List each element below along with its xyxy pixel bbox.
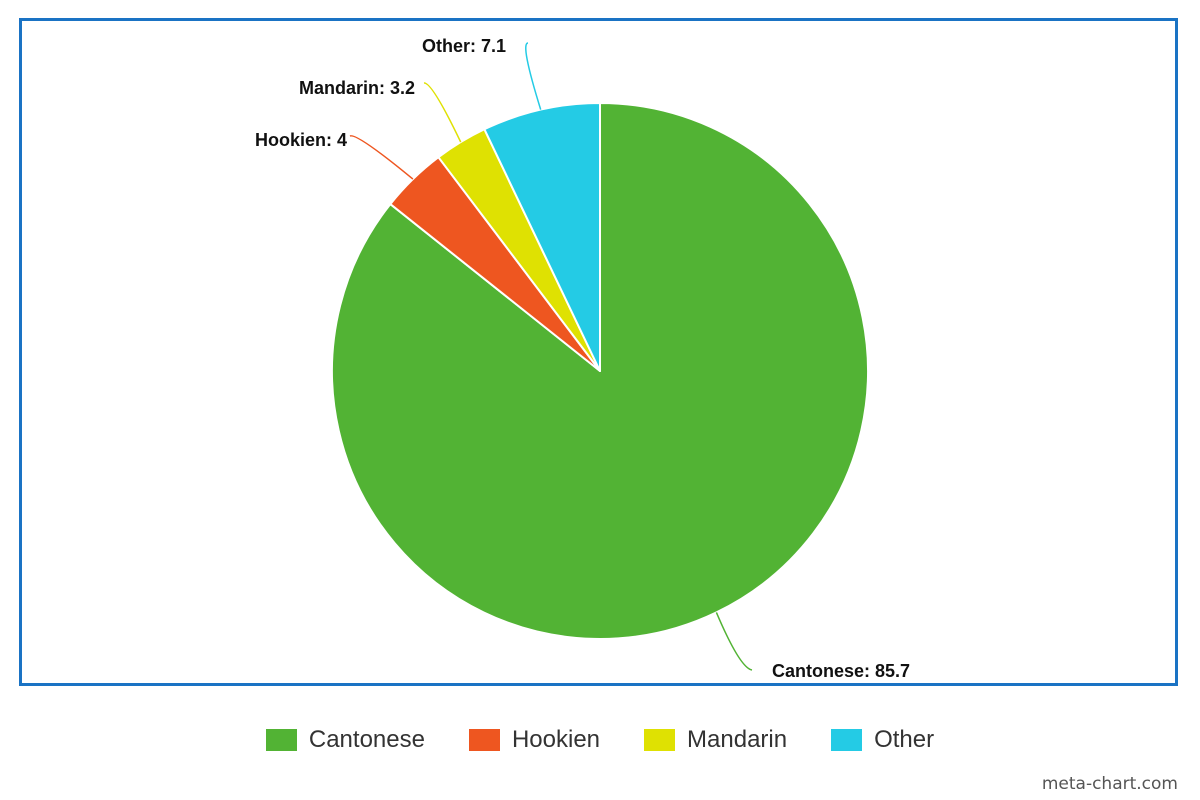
data-label-cantonese: Cantonese: 85.7 xyxy=(772,661,910,681)
legend-label: Other xyxy=(874,726,935,753)
data-label-mandarin: Mandarin: 3.2 xyxy=(299,78,415,98)
connector-hookien xyxy=(349,135,414,180)
legend-label: Hookien xyxy=(511,726,601,753)
data-label-hookien: Hookien: 4 xyxy=(255,130,347,150)
watermark: meta-chart.com xyxy=(1041,774,1178,794)
legend-item-hookien[interactable]: Hookien xyxy=(468,726,601,754)
connector-cantonese xyxy=(715,612,753,671)
legend-swatch xyxy=(265,729,297,751)
connector-mandarin xyxy=(423,82,462,143)
pie-slice-other[interactable] xyxy=(483,102,601,372)
legend-swatch xyxy=(468,729,500,751)
legend-item-other[interactable]: Other xyxy=(831,726,934,754)
legend-label: Mandarin xyxy=(687,726,788,753)
legend-swatch xyxy=(644,729,676,751)
legend-item-cantonese[interactable]: Cantonese xyxy=(265,726,425,754)
legend-label: Cantonese xyxy=(308,726,425,753)
legend-item-mandarin[interactable]: Mandarin xyxy=(644,726,787,754)
data-label-other: Other: 7.1 xyxy=(422,36,506,56)
connector-other xyxy=(525,42,542,110)
legend-swatch xyxy=(831,729,863,751)
legend: Cantonese Hookien Mandarin Other xyxy=(0,722,1200,758)
